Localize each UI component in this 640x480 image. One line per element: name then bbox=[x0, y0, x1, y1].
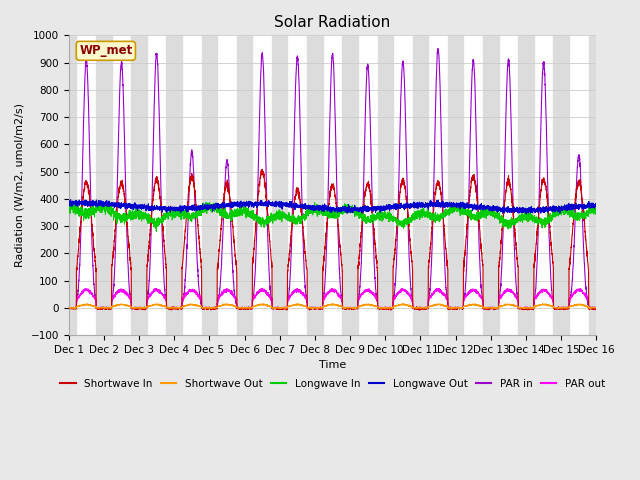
Bar bbox=[561, 36, 569, 335]
Legend: Shortwave In, Shortwave Out, Longwave In, Longwave Out, PAR in, PAR out: Shortwave In, Shortwave Out, Longwave In… bbox=[56, 374, 609, 393]
Bar bbox=[420, 36, 428, 335]
X-axis label: Time: Time bbox=[319, 360, 346, 370]
Bar bbox=[272, 36, 280, 335]
Bar bbox=[378, 36, 385, 335]
Bar bbox=[315, 36, 323, 335]
Bar bbox=[307, 36, 315, 335]
Bar bbox=[526, 36, 534, 335]
Bar bbox=[385, 36, 393, 335]
Bar bbox=[448, 36, 456, 335]
Bar bbox=[209, 36, 217, 335]
Text: WP_met: WP_met bbox=[79, 44, 132, 57]
Bar bbox=[166, 36, 174, 335]
Bar bbox=[413, 36, 420, 335]
Bar bbox=[280, 36, 287, 335]
Bar bbox=[68, 36, 76, 335]
Bar bbox=[483, 36, 491, 335]
Bar bbox=[518, 36, 526, 335]
Bar bbox=[202, 36, 209, 335]
Bar bbox=[342, 36, 350, 335]
Title: Solar Radiation: Solar Radiation bbox=[275, 15, 390, 30]
Bar bbox=[554, 36, 561, 335]
Bar bbox=[491, 36, 499, 335]
Bar bbox=[96, 36, 104, 335]
Bar bbox=[456, 36, 463, 335]
Bar bbox=[350, 36, 358, 335]
Bar bbox=[237, 36, 244, 335]
Y-axis label: Radiation (W/m2, umol/m2/s): Radiation (W/m2, umol/m2/s) bbox=[15, 103, 25, 267]
Bar bbox=[244, 36, 252, 335]
Bar bbox=[104, 36, 111, 335]
Bar bbox=[596, 36, 604, 335]
Bar bbox=[589, 36, 596, 335]
Bar bbox=[131, 36, 139, 335]
Bar bbox=[174, 36, 182, 335]
Bar bbox=[139, 36, 147, 335]
